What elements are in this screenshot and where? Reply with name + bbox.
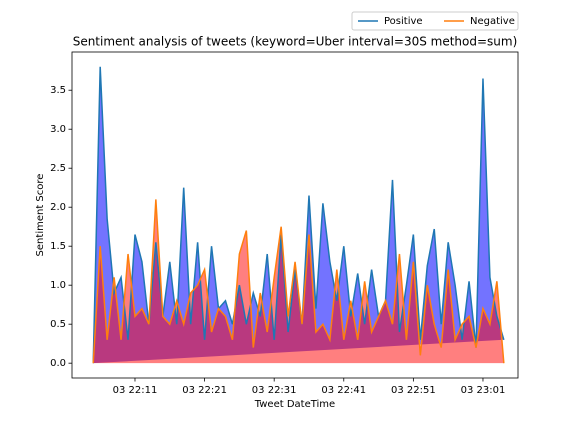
legend-label: Negative: [470, 16, 515, 27]
x-tick-label: 03 23:01: [461, 385, 506, 396]
y-tick-label: 0.0: [50, 358, 66, 369]
y-tick-label: 2.0: [50, 202, 66, 213]
plot-frame: [71, 51, 519, 379]
x-tick-label: 03 22:31: [252, 385, 297, 396]
y-tick-label: 3.5: [50, 85, 66, 96]
x-axis-label: Tweet DateTime: [254, 399, 335, 410]
y-axis-label: Sentiment Score: [35, 174, 46, 257]
legend-frame: [351, 11, 519, 31]
x-tick-label: 03 22:21: [182, 385, 227, 396]
line: [92, 199, 505, 364]
x-tick-label: 03 22:51: [391, 385, 436, 396]
legend-label: Positive: [384, 16, 423, 27]
y-tick-label: 3.0: [50, 124, 66, 135]
y-tick-label: 0.5: [50, 319, 66, 330]
y-tick-label: 1.5: [50, 241, 66, 252]
x-tick-label: 03 22:41: [321, 385, 366, 396]
y-tick-label: 1.0: [50, 280, 66, 291]
x-tick-label: 03 22:11: [113, 385, 158, 396]
y-tick-label: 2.5: [50, 163, 66, 174]
chart-title: Sentiment analysis of tweets (keyword=Ub…: [73, 35, 518, 49]
legend: Positive Negative: [351, 11, 519, 31]
